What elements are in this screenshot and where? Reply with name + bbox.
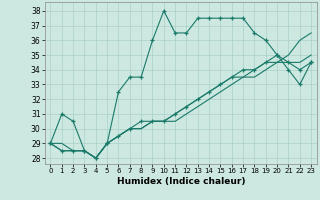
X-axis label: Humidex (Indice chaleur): Humidex (Indice chaleur) [116, 177, 245, 186]
